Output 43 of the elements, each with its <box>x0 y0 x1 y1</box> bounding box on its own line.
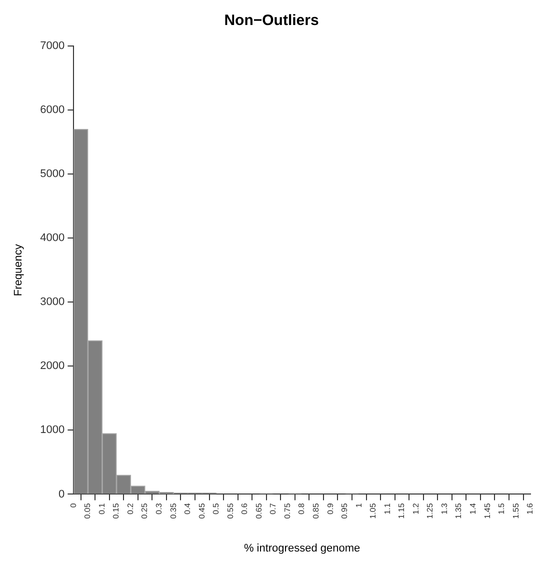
x-tick-label: 0 <box>68 502 78 508</box>
x-tick-label: 0.95 <box>340 502 350 519</box>
y-tick-label: 5000 <box>40 168 65 180</box>
y-tick-label: 3000 <box>40 296 65 308</box>
x-tick-label: 1 <box>354 502 364 508</box>
y-tick-label: 7000 <box>40 40 65 52</box>
x-tick-label: 0.65 <box>254 502 264 519</box>
x-tick-label: 1.1 <box>382 502 392 514</box>
x-tick-label: 1.3 <box>440 502 449 514</box>
x-tick-label: 0.6 <box>240 502 250 514</box>
x-tick-label: 0.9 <box>326 502 335 514</box>
x-tick-label: 0.8 <box>297 502 306 514</box>
x-tick-label: 1.5 <box>497 502 506 514</box>
x-tick-label: 1.6 <box>526 502 535 514</box>
x-tick-label: 0.25 <box>140 502 150 519</box>
x-tick-label: 0.75 <box>282 502 292 519</box>
x-tick-label: 0.7 <box>268 502 278 514</box>
x-tick-label: 0.05 <box>83 502 92 519</box>
x-tick-label: 1.25 <box>426 502 435 519</box>
x-tick-label: 0.3 <box>154 502 164 514</box>
y-tick-label: 6000 <box>40 104 65 116</box>
x-tick-label: 0.55 <box>226 502 235 519</box>
x-tick-label: 1.15 <box>397 502 406 519</box>
x-tick-label: 0.85 <box>312 502 321 519</box>
x-tick-label: 1.45 <box>482 502 492 519</box>
y-tick-label: 4000 <box>40 232 65 244</box>
x-tick-label: 0.5 <box>212 502 221 514</box>
x-tick-label: 1.4 <box>468 502 478 514</box>
x-axis-title: % introgressed genome <box>244 542 360 554</box>
x-tick-label: 0.2 <box>126 502 135 514</box>
y-tick-label: 2000 <box>40 360 65 372</box>
y-axis-title: Frequency <box>12 244 25 296</box>
x-tick-label: 0.45 <box>197 502 206 519</box>
x-tick-label: 0.35 <box>168 502 178 519</box>
x-tick-label: 0.4 <box>183 502 192 514</box>
x-tick-label: 1.35 <box>454 502 464 519</box>
y-tick-label: 1000 <box>40 424 65 436</box>
x-tick-label: 1.05 <box>368 502 378 519</box>
x-tick-label: 0.1 <box>97 502 106 514</box>
x-tick-label: 0.15 <box>112 502 121 519</box>
chart-title: Non−Outliers <box>224 12 319 30</box>
x-tick-label: 1.2 <box>411 502 420 514</box>
x-tick-label: 1.55 <box>511 502 520 519</box>
